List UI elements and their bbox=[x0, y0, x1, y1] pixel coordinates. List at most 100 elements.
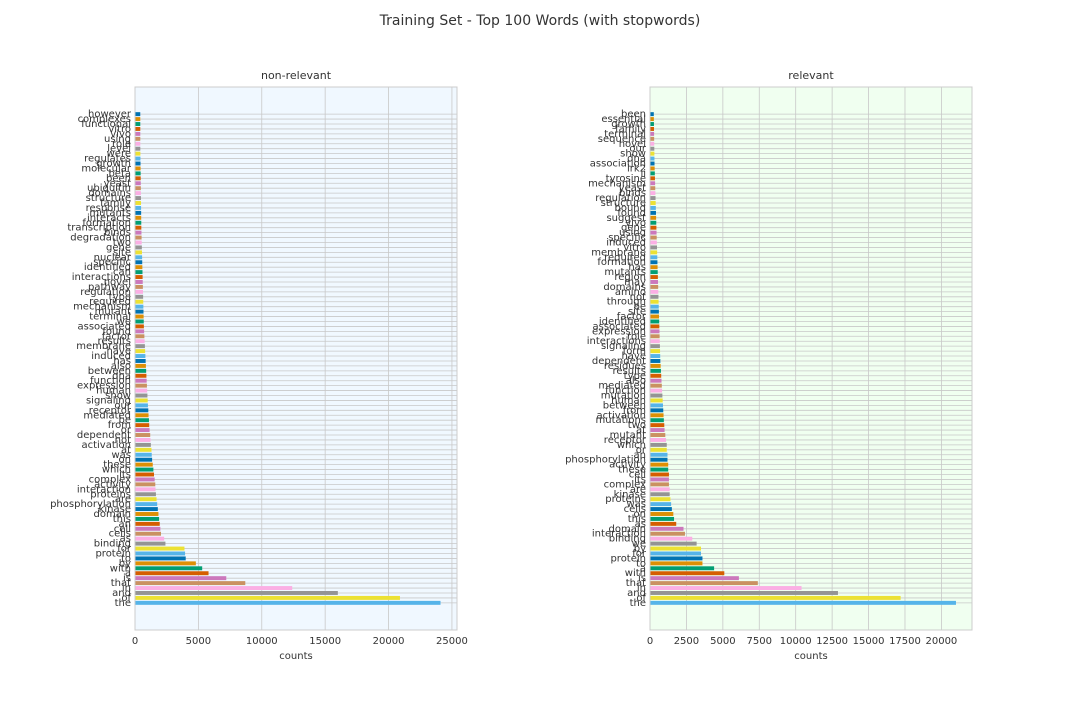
y-tick-label: factor bbox=[102, 331, 132, 342]
y-tick-label: has bbox=[628, 262, 646, 273]
bar bbox=[650, 472, 669, 477]
y-tick-label: cells bbox=[624, 504, 646, 515]
bar bbox=[135, 423, 150, 428]
y-tick-label: regulates bbox=[84, 154, 131, 165]
bar bbox=[650, 576, 739, 581]
x-tick-label: 0 bbox=[647, 636, 653, 647]
y-tick-label: required bbox=[604, 252, 646, 263]
bar bbox=[650, 245, 657, 250]
y-tick-label: associated bbox=[78, 321, 132, 332]
x-tick-label: 7500 bbox=[747, 636, 772, 647]
bar bbox=[650, 304, 659, 309]
y-tick-label: also bbox=[111, 361, 131, 372]
bar bbox=[650, 551, 701, 556]
y-tick-label: been bbox=[621, 109, 646, 120]
y-tick-label: membrane bbox=[76, 341, 131, 352]
y-tick-label: with bbox=[625, 568, 646, 579]
y-tick-label: dependent bbox=[592, 356, 646, 367]
bar bbox=[650, 393, 663, 398]
bar bbox=[135, 250, 142, 255]
y-tick-label: response bbox=[86, 203, 131, 214]
y-tick-label: and bbox=[627, 588, 646, 599]
x-tick-label: 2500 bbox=[674, 636, 699, 647]
bar bbox=[135, 117, 141, 122]
x-axis-label: counts bbox=[794, 651, 827, 662]
axes-title: relevant bbox=[788, 69, 834, 82]
y-tick-label: mutants bbox=[604, 267, 646, 278]
y-tick-label: in bbox=[122, 583, 131, 594]
y-tick-label: receptor bbox=[89, 405, 132, 416]
y-tick-label: amino bbox=[615, 287, 646, 298]
axes-background bbox=[135, 87, 457, 630]
bar bbox=[135, 171, 141, 176]
x-tick-label: 25000 bbox=[436, 636, 468, 647]
y-tick-label: by bbox=[119, 558, 131, 569]
bar bbox=[135, 260, 143, 265]
bar bbox=[135, 265, 143, 270]
axes-title: non-relevant bbox=[261, 69, 332, 82]
y-tick-label: family bbox=[615, 124, 646, 135]
y-tick-label: may bbox=[624, 277, 646, 288]
bar bbox=[135, 294, 144, 299]
bar bbox=[650, 319, 660, 324]
y-tick-label: on bbox=[119, 455, 131, 466]
bar bbox=[650, 284, 659, 289]
bar bbox=[135, 428, 150, 433]
y-tick-label: were bbox=[107, 149, 131, 160]
y-tick-label: cells bbox=[109, 529, 131, 540]
bar bbox=[650, 398, 663, 403]
y-tick-label: transcription bbox=[67, 223, 131, 234]
bar bbox=[650, 595, 901, 600]
y-tick-label: region bbox=[614, 272, 646, 283]
bar bbox=[135, 437, 151, 442]
y-tick-label: formation bbox=[82, 218, 131, 229]
bar bbox=[135, 600, 441, 605]
y-tick-label: phosphorylation bbox=[565, 455, 646, 466]
y-tick-label: complexes bbox=[78, 114, 131, 125]
y-tick-label: domains bbox=[603, 282, 646, 293]
bar bbox=[135, 393, 148, 398]
bar bbox=[135, 536, 165, 541]
bar bbox=[135, 442, 151, 447]
bar bbox=[650, 339, 660, 344]
y-tick-label: we bbox=[117, 316, 131, 327]
y-tick-label: was bbox=[111, 450, 131, 461]
y-tick-label: residues bbox=[604, 361, 646, 372]
bar bbox=[135, 595, 400, 600]
y-tick-label: found bbox=[617, 208, 646, 219]
y-tick-label: domains bbox=[88, 188, 131, 199]
x-tick-label: 20000 bbox=[925, 636, 957, 647]
y-tick-label: structure bbox=[86, 193, 131, 204]
bar bbox=[135, 487, 156, 492]
y-tick-label: have bbox=[106, 346, 131, 357]
y-tick-label: mechanism bbox=[588, 178, 646, 189]
y-tick-label: as bbox=[635, 519, 646, 530]
bar bbox=[135, 378, 147, 383]
y-tick-label: mutant bbox=[95, 307, 131, 318]
y-tick-label: novel bbox=[104, 277, 131, 288]
bar bbox=[650, 373, 662, 378]
bar bbox=[650, 156, 655, 161]
bar bbox=[135, 126, 141, 131]
y-tick-label: terminal bbox=[89, 312, 131, 323]
x-tick-label: 10000 bbox=[246, 636, 278, 647]
bar bbox=[650, 433, 666, 437]
y-tick-label: are bbox=[115, 494, 131, 505]
bar bbox=[135, 477, 155, 482]
y-tick-label: be bbox=[119, 415, 132, 426]
bar bbox=[650, 546, 701, 551]
y-tick-label: protein bbox=[610, 553, 646, 564]
figure-title: Training Set - Top 100 Words (with stopw… bbox=[379, 13, 701, 29]
bar bbox=[650, 299, 659, 304]
bar bbox=[135, 433, 151, 437]
bar bbox=[650, 235, 657, 240]
y-tick-label: or bbox=[121, 425, 132, 436]
bar bbox=[650, 255, 658, 260]
bar bbox=[650, 492, 670, 497]
y-tick-label: domain bbox=[609, 524, 646, 535]
y-tick-label: not bbox=[630, 292, 646, 303]
y-tick-label: mutations bbox=[596, 415, 647, 426]
y-tick-label: an bbox=[634, 450, 646, 461]
